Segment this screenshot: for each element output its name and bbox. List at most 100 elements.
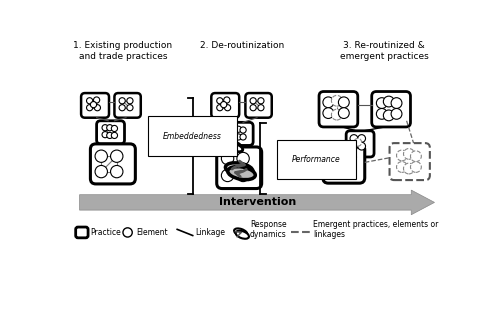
Ellipse shape <box>228 141 241 149</box>
Circle shape <box>127 105 133 111</box>
Circle shape <box>250 98 256 104</box>
Circle shape <box>237 169 250 182</box>
Text: Response
dynamics: Response dynamics <box>250 220 287 239</box>
Text: 1. Existing production
and trade practices: 1. Existing production and trade practic… <box>74 42 172 61</box>
FancyBboxPatch shape <box>212 93 239 118</box>
Circle shape <box>323 97 334 108</box>
Circle shape <box>358 142 366 150</box>
Circle shape <box>102 124 108 131</box>
Circle shape <box>328 152 338 162</box>
Polygon shape <box>80 190 434 215</box>
Circle shape <box>119 105 126 111</box>
Circle shape <box>220 101 227 108</box>
Ellipse shape <box>230 144 243 152</box>
Ellipse shape <box>234 228 247 236</box>
Circle shape <box>222 169 234 182</box>
Text: Element: Element <box>136 228 168 237</box>
Circle shape <box>258 105 264 111</box>
Text: Linkage: Linkage <box>195 228 225 237</box>
Circle shape <box>410 162 422 172</box>
Circle shape <box>391 98 402 108</box>
FancyBboxPatch shape <box>346 131 374 157</box>
Circle shape <box>240 134 246 140</box>
Circle shape <box>358 135 366 142</box>
Circle shape <box>384 96 394 107</box>
Circle shape <box>86 98 92 104</box>
Circle shape <box>396 150 407 161</box>
Circle shape <box>354 139 362 146</box>
Circle shape <box>410 151 422 162</box>
Circle shape <box>230 126 237 132</box>
Circle shape <box>123 228 132 237</box>
Circle shape <box>332 109 342 120</box>
Circle shape <box>230 133 237 139</box>
FancyBboxPatch shape <box>390 143 430 180</box>
Text: 3. Re-routinized &
emergent practices: 3. Re-routinized & emergent practices <box>340 42 428 61</box>
Text: Embeddedness: Embeddedness <box>163 132 222 141</box>
Circle shape <box>328 165 338 175</box>
FancyBboxPatch shape <box>246 93 272 118</box>
Circle shape <box>222 152 234 165</box>
FancyBboxPatch shape <box>319 92 358 127</box>
Circle shape <box>106 124 113 131</box>
Circle shape <box>338 97 349 108</box>
Text: Performance: Performance <box>292 155 341 164</box>
FancyBboxPatch shape <box>372 92 410 127</box>
FancyBboxPatch shape <box>76 227 88 238</box>
Circle shape <box>404 163 414 174</box>
Circle shape <box>250 105 256 111</box>
Circle shape <box>258 98 264 104</box>
Circle shape <box>344 152 356 162</box>
Circle shape <box>127 98 133 104</box>
Ellipse shape <box>226 163 253 176</box>
Text: Emergent practices, elements or
linkages: Emergent practices, elements or linkages <box>313 220 438 239</box>
Circle shape <box>236 126 242 132</box>
FancyBboxPatch shape <box>216 147 262 188</box>
Circle shape <box>224 97 230 103</box>
Circle shape <box>376 108 387 119</box>
FancyBboxPatch shape <box>81 93 109 118</box>
Circle shape <box>396 162 407 172</box>
FancyBboxPatch shape <box>96 121 124 144</box>
Circle shape <box>94 105 100 111</box>
Circle shape <box>119 98 126 104</box>
Circle shape <box>336 150 347 161</box>
FancyBboxPatch shape <box>225 122 253 145</box>
Circle shape <box>350 142 358 150</box>
Circle shape <box>112 125 117 132</box>
Circle shape <box>94 97 100 103</box>
Circle shape <box>110 165 123 178</box>
Circle shape <box>86 105 92 111</box>
Circle shape <box>95 165 108 178</box>
Circle shape <box>376 98 387 108</box>
FancyBboxPatch shape <box>114 93 141 118</box>
Circle shape <box>323 108 334 118</box>
Circle shape <box>112 132 117 139</box>
Circle shape <box>240 127 246 133</box>
Circle shape <box>336 166 347 177</box>
Text: Intervention: Intervention <box>219 197 296 207</box>
Circle shape <box>404 148 414 159</box>
Ellipse shape <box>236 231 249 239</box>
Circle shape <box>90 101 96 108</box>
Circle shape <box>391 108 402 119</box>
Text: Practice: Practice <box>90 228 121 237</box>
Circle shape <box>216 98 223 104</box>
Circle shape <box>106 132 113 139</box>
Ellipse shape <box>228 167 256 180</box>
Circle shape <box>102 132 108 138</box>
Circle shape <box>237 152 250 165</box>
Circle shape <box>344 165 356 175</box>
Circle shape <box>110 150 123 162</box>
Circle shape <box>350 135 358 142</box>
Circle shape <box>338 108 349 118</box>
Circle shape <box>95 150 108 162</box>
FancyBboxPatch shape <box>90 144 136 184</box>
Circle shape <box>384 110 394 121</box>
Circle shape <box>332 95 342 106</box>
Circle shape <box>216 105 223 111</box>
Circle shape <box>236 134 242 140</box>
Circle shape <box>224 105 230 111</box>
Text: 2. De-routinization: 2. De-routinization <box>200 42 284 51</box>
FancyBboxPatch shape <box>323 145 365 183</box>
